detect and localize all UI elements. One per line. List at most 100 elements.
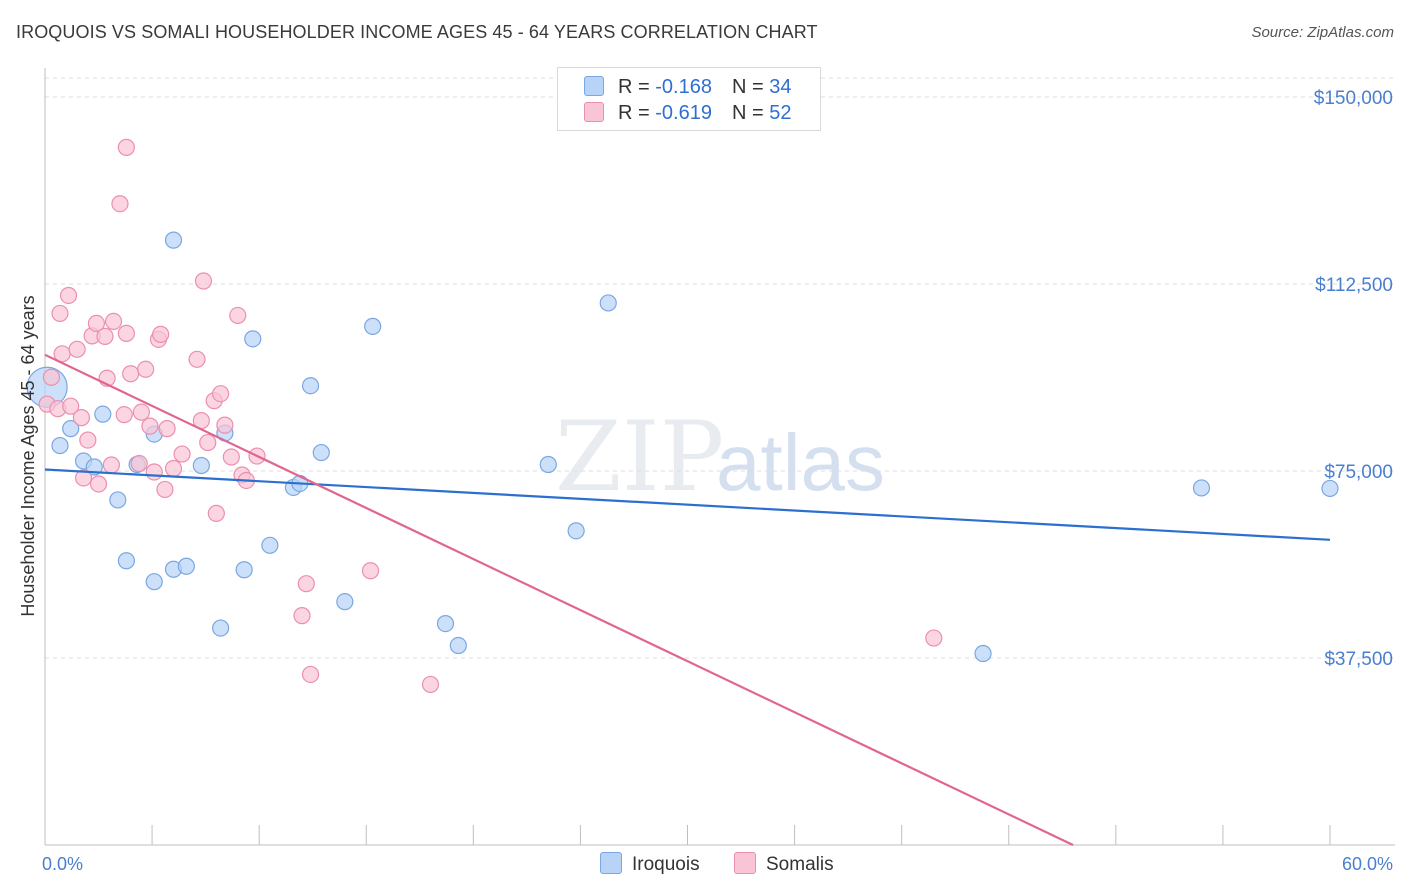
iroquois-point (109, 491, 127, 509)
somalis-point (216, 416, 234, 434)
iroquois-point (94, 405, 112, 423)
y-tick-label: $150,000 (1314, 88, 1393, 109)
y-axis-label: Householder Income Ages 45 - 64 years (18, 295, 38, 616)
somalis-point (51, 304, 69, 323)
somalis-point (152, 325, 170, 343)
somalis-point (229, 306, 247, 325)
iroquois-point (235, 561, 253, 579)
somalis-point (141, 417, 159, 435)
somalis-point (188, 350, 206, 368)
iroquois-point (436, 614, 455, 633)
watermark-zip: ZIP (555, 401, 724, 513)
iroquois-point (1321, 479, 1339, 498)
iroquois-swatch (584, 76, 604, 96)
iroquois-point (51, 436, 69, 455)
iroquois-point (312, 443, 330, 462)
somalis-swatch (734, 852, 756, 874)
somalis-point (111, 195, 129, 213)
somalis-point (89, 475, 108, 493)
iroquois-point (177, 557, 195, 575)
somalis-point (122, 365, 140, 383)
somalis-point (96, 327, 114, 345)
somalis-point (361, 562, 380, 580)
watermark-atlas: atlas (716, 418, 885, 507)
somalis-point (164, 459, 183, 478)
x-tick-label: 60.0% (1342, 854, 1393, 874)
iroquois-point (449, 636, 467, 655)
x-tick-label: 0.0% (42, 854, 83, 874)
somalis-point (115, 406, 133, 424)
somalis-point (212, 385, 230, 403)
series-name-iroquois: Iroquois (632, 854, 700, 875)
iroquois-point (301, 377, 320, 395)
y-tick-label: $37,500 (1324, 649, 1393, 670)
somalis-point (137, 360, 155, 378)
correlation-legend: R = -0.168 N = 34 R = -0.619 N = 52 (557, 67, 821, 131)
somalis-trend-line (44, 353, 1074, 846)
somalis-point (42, 368, 61, 386)
somalis-point (62, 397, 80, 415)
somalis-point (102, 456, 120, 474)
y-tick-label: $75,000 (1324, 462, 1393, 483)
iroquois-point (567, 522, 585, 540)
somalis-point (145, 463, 163, 481)
somalis-point (130, 454, 148, 473)
legend-r-label: R = (618, 76, 656, 98)
iroquois-point (212, 619, 230, 637)
somalis-point (72, 409, 91, 427)
bottom-legend-iroquois: Iroquois (600, 852, 700, 876)
iroquois-trend-line (44, 468, 1331, 541)
somalis-point (87, 314, 106, 332)
series-name-somalis: Somalis (766, 854, 834, 875)
somalis-point (297, 575, 315, 593)
chart-title: IROQUOIS VS SOMALI HOUSEHOLDER INCOME AG… (16, 22, 818, 42)
somalis-point (79, 431, 97, 449)
legend-r-value: -0.619 (655, 102, 712, 124)
iroquois-point (364, 317, 382, 335)
somalis-point (222, 448, 240, 466)
iroquois-point (261, 536, 279, 554)
legend-n-label: N = (731, 102, 770, 124)
somalis-point (207, 504, 225, 522)
somalis-point (132, 403, 150, 421)
source-credit: Source: ZipAtlas.com (1251, 24, 1394, 41)
iroquois-point (244, 330, 262, 348)
somalis-point (59, 286, 78, 305)
somalis-point (194, 272, 213, 290)
somalis-point (421, 675, 440, 694)
legend-r-label: R = (618, 102, 656, 124)
somalis-point (925, 629, 943, 647)
legend-n-label: N = (731, 76, 770, 98)
iroquois-point (336, 593, 354, 611)
iroquois-point (974, 644, 992, 663)
iroquois-swatch (600, 852, 622, 874)
legend-row-somalis: R = -0.619 N = 52 (584, 102, 791, 126)
legend-row-iroquois: R = -0.168 N = 34 (584, 76, 791, 100)
bottom-legend-somalis: Somalis (734, 852, 834, 876)
iroquois-point (117, 552, 135, 570)
somalis-point (158, 420, 176, 438)
somalis-point (68, 340, 86, 358)
somalis-point (293, 607, 311, 625)
iroquois-point (62, 420, 80, 438)
iroquois-point (192, 456, 210, 475)
iroquois-point (1192, 479, 1211, 497)
watermark: ZIP atlas (555, 401, 885, 513)
somalis-point (117, 324, 135, 342)
iroquois-point (145, 573, 163, 591)
iroquois-point (164, 231, 183, 249)
somalis-point (117, 138, 135, 156)
somalis-point (104, 312, 123, 330)
somalis-point (199, 433, 217, 452)
legend-n-value: 34 (769, 76, 792, 98)
somalis-point (156, 480, 174, 499)
somalis-swatch (584, 102, 604, 122)
legend-r-value: -0.168 (655, 76, 712, 98)
legend-n-value: 52 (769, 102, 792, 124)
iroquois-point (599, 294, 617, 312)
somalis-point (173, 445, 191, 463)
y-tick-label: $112,500 (1315, 275, 1393, 296)
somalis-point (74, 469, 93, 487)
iroquois-point (539, 455, 557, 474)
